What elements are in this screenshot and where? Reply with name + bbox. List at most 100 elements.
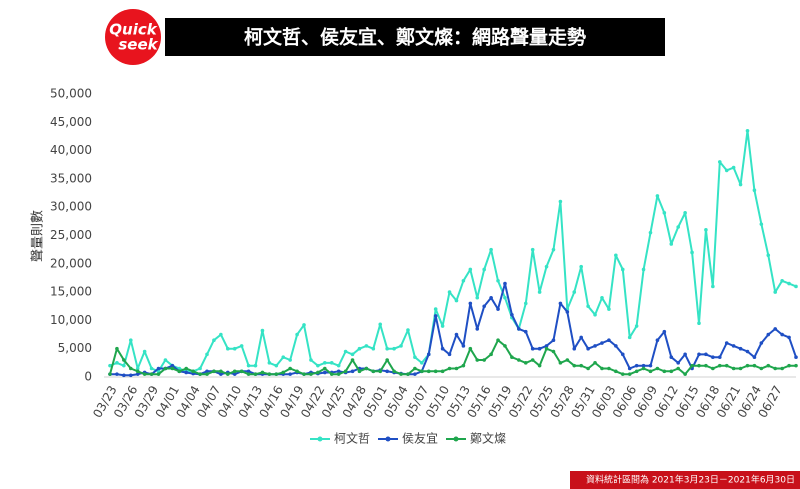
- point: [302, 372, 306, 376]
- point: [350, 369, 355, 374]
- point: [572, 363, 577, 368]
- point: [523, 361, 528, 365]
- point: [641, 363, 646, 368]
- point: [288, 366, 292, 371]
- point: [600, 295, 604, 300]
- point: [392, 369, 396, 374]
- point: [135, 372, 140, 376]
- point: [537, 290, 542, 294]
- point: [336, 369, 341, 374]
- point: [198, 372, 202, 376]
- point: [440, 346, 445, 351]
- point: [274, 372, 279, 376]
- point: [281, 370, 286, 375]
- point: [205, 352, 209, 357]
- point: [184, 366, 189, 371]
- y-tick-label: 20,000: [50, 256, 92, 270]
- point: [219, 332, 223, 337]
- point: [454, 366, 459, 371]
- y-tick-label: 25,000: [50, 228, 92, 242]
- y-tick-label: 35,000: [50, 171, 92, 185]
- point: [717, 355, 722, 359]
- point: [690, 363, 694, 368]
- point: [198, 366, 202, 371]
- point: [711, 355, 715, 359]
- point: [295, 369, 299, 374]
- point: [288, 372, 292, 376]
- point: [239, 344, 244, 348]
- point: [745, 363, 750, 368]
- point: [170, 366, 175, 371]
- y-tick-label: 0: [84, 370, 92, 384]
- point: [752, 188, 757, 193]
- point: [433, 314, 438, 318]
- point: [115, 361, 119, 365]
- point: [489, 352, 493, 357]
- point: [551, 349, 556, 354]
- point: [108, 372, 112, 376]
- point: [530, 247, 535, 252]
- point: [503, 295, 507, 300]
- point: [683, 352, 687, 357]
- point: [766, 253, 771, 258]
- point: [447, 352, 452, 357]
- point: [565, 310, 570, 314]
- point: [641, 366, 646, 371]
- point: [579, 335, 583, 340]
- point: [530, 346, 535, 351]
- point: [246, 363, 251, 368]
- point: [468, 346, 473, 351]
- point: [586, 346, 590, 351]
- point: [620, 352, 625, 357]
- point: [177, 369, 182, 374]
- point: [627, 372, 632, 376]
- point: [794, 284, 798, 289]
- point: [413, 366, 417, 371]
- legend-label: 侯友宜: [402, 431, 438, 446]
- point: [586, 366, 590, 371]
- point: [655, 366, 660, 371]
- point: [482, 304, 486, 309]
- point: [572, 290, 577, 294]
- footer-bar: [570, 471, 800, 489]
- point: [163, 358, 168, 362]
- point: [530, 358, 535, 362]
- point: [156, 366, 161, 371]
- point: [440, 369, 445, 374]
- point: [780, 332, 784, 337]
- point: [724, 363, 729, 368]
- point: [122, 373, 126, 378]
- point: [122, 358, 126, 362]
- point: [676, 225, 681, 229]
- point: [191, 369, 195, 374]
- point: [482, 358, 486, 362]
- point: [517, 327, 521, 331]
- point: [523, 329, 528, 334]
- point: [711, 284, 715, 289]
- legend-label: 柯文哲: [334, 431, 370, 446]
- point: [454, 298, 459, 303]
- point: [357, 369, 362, 374]
- point: [787, 363, 791, 368]
- point: [468, 267, 473, 272]
- point: [246, 372, 251, 376]
- point: [738, 346, 743, 351]
- point: [655, 338, 660, 343]
- point: [184, 370, 189, 375]
- logo-circle: [105, 9, 161, 65]
- point: [336, 363, 341, 368]
- point: [683, 372, 687, 376]
- point: [392, 346, 396, 351]
- point: [600, 366, 604, 371]
- point: [253, 372, 258, 376]
- point: [323, 370, 327, 375]
- point: [142, 349, 147, 354]
- point: [149, 372, 154, 376]
- point: [752, 355, 757, 359]
- point: [662, 211, 667, 215]
- point: [551, 338, 556, 343]
- point: [676, 361, 681, 365]
- point: [371, 346, 376, 351]
- point: [683, 211, 687, 215]
